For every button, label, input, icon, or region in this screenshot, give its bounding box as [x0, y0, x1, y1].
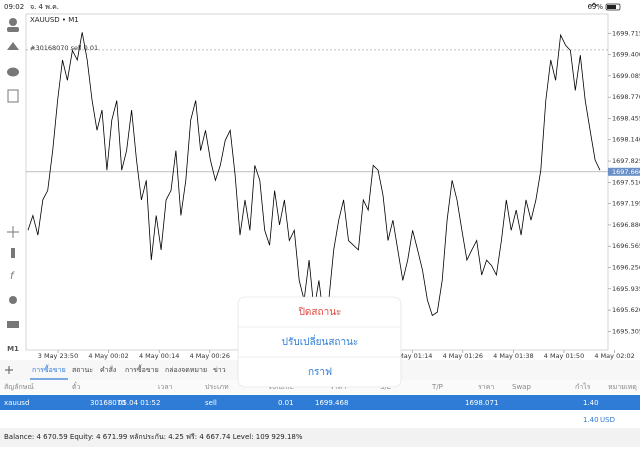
x-tick-label: 4 May 01:38	[493, 352, 533, 360]
row-cell: 30168070	[90, 399, 126, 407]
row-cell: 1698.071	[465, 399, 498, 407]
column-header: เวลา	[158, 383, 173, 391]
current-price-box	[608, 167, 640, 176]
y-tick-label: 1698.770	[612, 93, 640, 101]
symbol-label: XAUUSD • M1	[30, 16, 79, 24]
crosshair-icon[interactable]	[7, 226, 19, 238]
total-currency: USD	[600, 416, 615, 424]
status-battery: 69%	[587, 3, 603, 11]
wifi-icon	[590, 2, 598, 7]
battery-icon	[605, 3, 621, 11]
indicator-icon[interactable]	[11, 248, 15, 258]
current-price-label: 1697.666	[612, 168, 640, 176]
column-header: หมายเหตุ	[608, 383, 637, 391]
tab[interactable]: ข่าว	[213, 366, 226, 374]
total-profit: 1.40	[583, 416, 599, 424]
account-summary: Balance: 4 670.59 Equity: 4 671.99 หลักป…	[4, 433, 303, 441]
status-time: 09:02	[4, 3, 24, 11]
x-tick-label: 4 May 02:02	[594, 352, 634, 360]
templates-icon[interactable]	[7, 321, 19, 328]
row-cell: 1.40	[583, 399, 599, 407]
tab[interactable]: การซื้อขาย	[125, 363, 159, 374]
x-tick-label: 4 May 01:50	[544, 352, 584, 360]
column-header: สัญลักษณ์	[4, 383, 34, 391]
column-header: กำไร	[575, 382, 591, 391]
y-tick-label: 1698.140	[612, 136, 640, 144]
row-cell: xauusd	[4, 399, 29, 407]
add-icon[interactable]	[5, 366, 13, 374]
trade-icon[interactable]	[7, 42, 19, 50]
selected-row-bg[interactable]	[0, 395, 640, 410]
footer-bg	[0, 428, 640, 447]
y-tick-label: 1696.565	[612, 242, 640, 250]
x-tick-label: 4 May 00:14	[139, 352, 179, 360]
timeframe-button[interactable]: M1	[7, 345, 19, 353]
tab[interactable]: กล่องจดหมาย	[165, 366, 207, 374]
status-date: จ. 4 พ.ค.	[30, 3, 59, 11]
function-icon[interactable]: f	[10, 271, 15, 282]
row-cell: 1699.468	[315, 399, 348, 407]
popup-close[interactable]: ปิดสถานะ	[298, 307, 341, 318]
tab[interactable]: สถานะ	[72, 366, 93, 374]
y-tick-label: 1696.250	[612, 264, 640, 272]
y-tick-label: 1699.400	[612, 51, 640, 59]
y-tick-label: 1697.825	[612, 157, 640, 165]
row-cell: 05.04 01:52	[118, 399, 160, 407]
battery-level	[607, 5, 616, 9]
x-tick-label: 4 May 01:26	[443, 352, 483, 360]
y-tick-label: 1696.880	[612, 221, 640, 229]
tab[interactable]: การซื้อขาย	[32, 363, 66, 374]
y-tick-label: 1699.715	[612, 29, 640, 37]
x-tick-label: 3 May 23:50	[38, 352, 78, 360]
popup-chart[interactable]: กราฟ	[308, 367, 332, 378]
new-order-icon[interactable]	[7, 89, 19, 103]
popup: ปิดสถานะ ปรับเปลี่ยนสถานะ กราฟ	[237, 296, 402, 388]
chat-icon[interactable]	[7, 67, 19, 77]
row-cell: sell	[205, 399, 217, 407]
x-tick-label: 4 May 00:26	[190, 352, 230, 360]
column-header: T/P	[431, 383, 443, 391]
account-icon[interactable]	[9, 18, 17, 26]
left-toolbar: f	[7, 18, 19, 328]
y-tick-label: 1699.085	[612, 72, 640, 80]
tab[interactable]: คำสั่ง	[100, 365, 116, 374]
popup-box	[237, 296, 402, 388]
column-header: ราคา	[478, 383, 494, 391]
y-tick-label: 1698.455	[612, 114, 640, 122]
objects-icon[interactable]	[9, 296, 17, 304]
popup-modify[interactable]: ปรับเปลี่ยนสถานะ	[282, 334, 359, 348]
y-tick-label: 1697.195	[612, 200, 640, 208]
y-tick-label: 1697.510	[612, 178, 640, 186]
account-icon-body	[7, 27, 19, 32]
x-tick-label: 4 May 00:02	[88, 352, 128, 360]
column-header: ประเภท	[205, 383, 229, 391]
x-tick-label: 4 May 01:14	[392, 352, 432, 360]
row-cell: 0.01	[278, 399, 294, 407]
y-tick-label: 1695.935	[612, 285, 640, 293]
y-tick-label: 1695.620	[612, 306, 640, 314]
column-header: ตั๋ว	[72, 382, 81, 391]
column-header: Swap	[512, 383, 531, 391]
y-tick-label: 1695.305	[612, 327, 640, 335]
order-label: #30168070 sell 0.01	[30, 44, 98, 52]
